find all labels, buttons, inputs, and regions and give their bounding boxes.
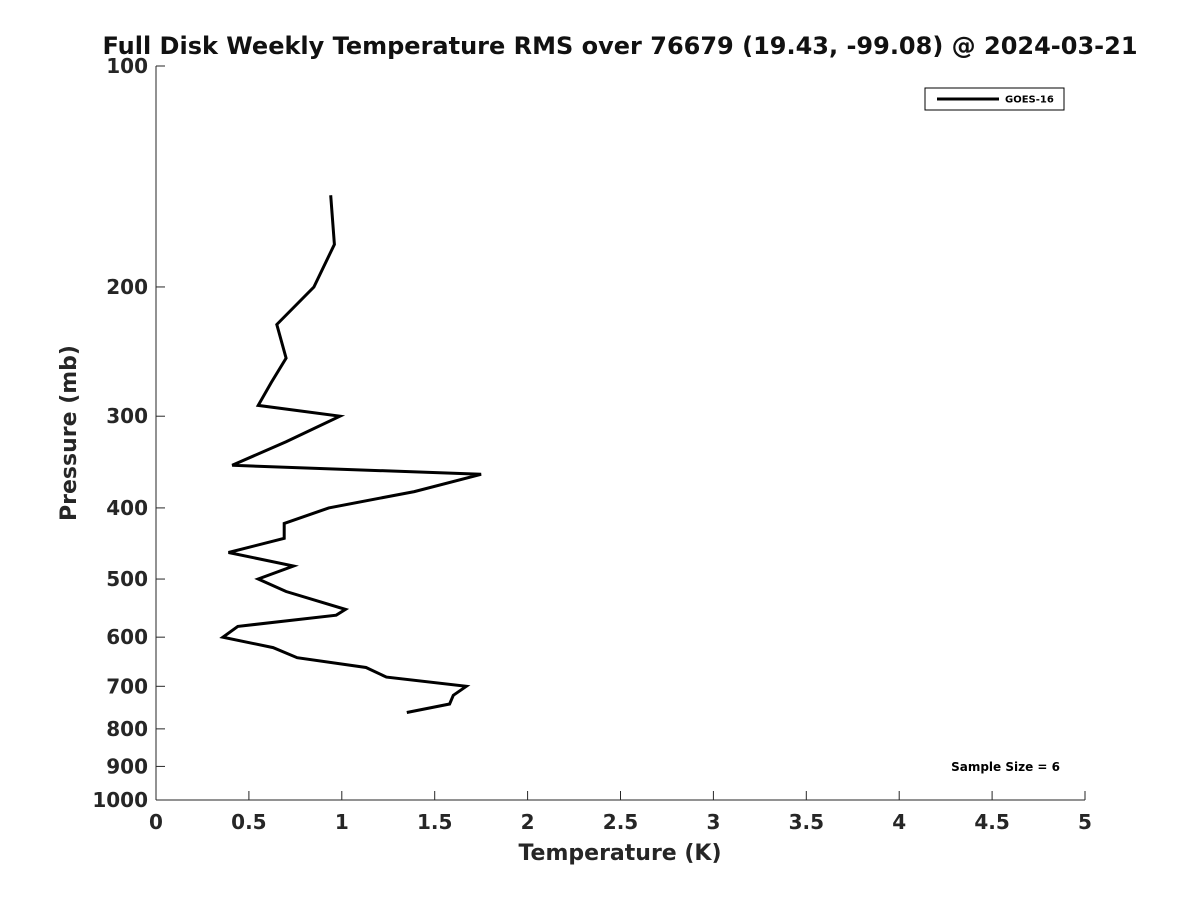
x-tick-label: 0.5 [231, 810, 266, 834]
y-tick-label: 100 [106, 54, 148, 78]
x-tick-label: 4.5 [974, 810, 1009, 834]
y-tick-label: 700 [106, 674, 148, 698]
x-tick-label: 1 [335, 810, 349, 834]
sample-size-annotation: Sample Size = 6 [951, 760, 1060, 774]
y-axis-label: Pressure (mb) [57, 345, 82, 521]
legend: GOES-16 [924, 87, 1065, 111]
y-tick-label: 800 [106, 717, 148, 741]
legend-label-goes-16: GOES-16 [1005, 95, 1054, 106]
x-tick-label: 4 [892, 810, 906, 834]
plot-area [155, 66, 1085, 801]
x-tick-label: 2.5 [603, 810, 638, 834]
x-axis: 0 0.5 1 1.5 2 2.5 3 3.5 4 4.5 5 [149, 791, 1092, 834]
y-tick-label: 300 [106, 404, 148, 428]
y-tick-label: 600 [106, 625, 148, 649]
x-axis-label: Temperature (K) [518, 841, 721, 866]
series-line-goes-16 [219, 195, 482, 714]
y-tick-label: 1000 [92, 788, 148, 812]
y-tick-label: 400 [106, 496, 148, 520]
y-tick-label: 900 [106, 754, 148, 778]
x-tick-label: 0 [149, 810, 163, 834]
x-tick-label: 2 [521, 810, 535, 834]
series-layer [219, 195, 482, 714]
x-tick-label: 1.5 [417, 810, 452, 834]
x-tick-label: 3 [706, 810, 720, 834]
y-tick-label: 200 [106, 275, 148, 299]
chart-title: Full Disk Weekly Temperature RMS over 76… [102, 32, 1137, 60]
x-tick-label: 3.5 [789, 810, 824, 834]
y-axis: 100 200 300 400 500 600 700 800 900 1000 [92, 54, 165, 812]
y-tick-label: 500 [106, 567, 148, 591]
x-tick-label: 5 [1078, 810, 1092, 834]
